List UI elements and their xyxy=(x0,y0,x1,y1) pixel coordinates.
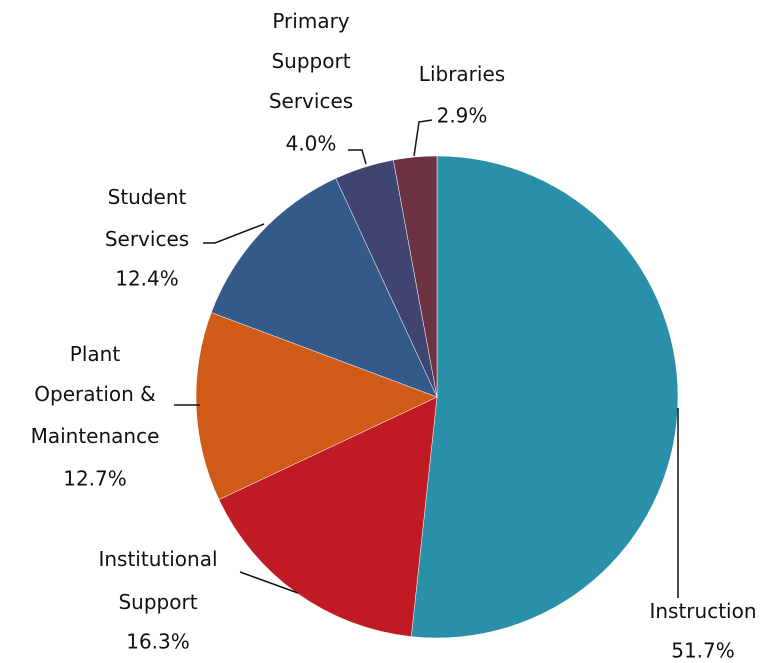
slice-label: Plant Operation & Maintenance xyxy=(31,342,160,448)
slice-label: Instruction xyxy=(649,599,756,623)
pie-slice xyxy=(210,177,438,398)
value-label: 16.3% xyxy=(126,630,190,654)
value-label: 51.7% xyxy=(671,639,735,663)
pie-slice xyxy=(411,155,679,639)
value-label: 12.4% xyxy=(115,267,179,291)
slice-label: Libraries xyxy=(419,62,505,86)
value-label: 2.9% xyxy=(437,104,488,128)
leader-line xyxy=(413,119,433,157)
leader-line xyxy=(203,223,265,244)
leader-line xyxy=(348,149,367,165)
leader-line xyxy=(239,571,299,594)
pie-slice xyxy=(195,312,438,500)
slice-label: Primary Support Services xyxy=(269,9,353,113)
slice-label: Institutional Support xyxy=(98,547,217,614)
slice-label: Student Services xyxy=(105,185,189,251)
value-label: 4.0% xyxy=(286,132,337,156)
value-label: 12.7% xyxy=(63,467,127,491)
pie-slice xyxy=(393,155,438,398)
